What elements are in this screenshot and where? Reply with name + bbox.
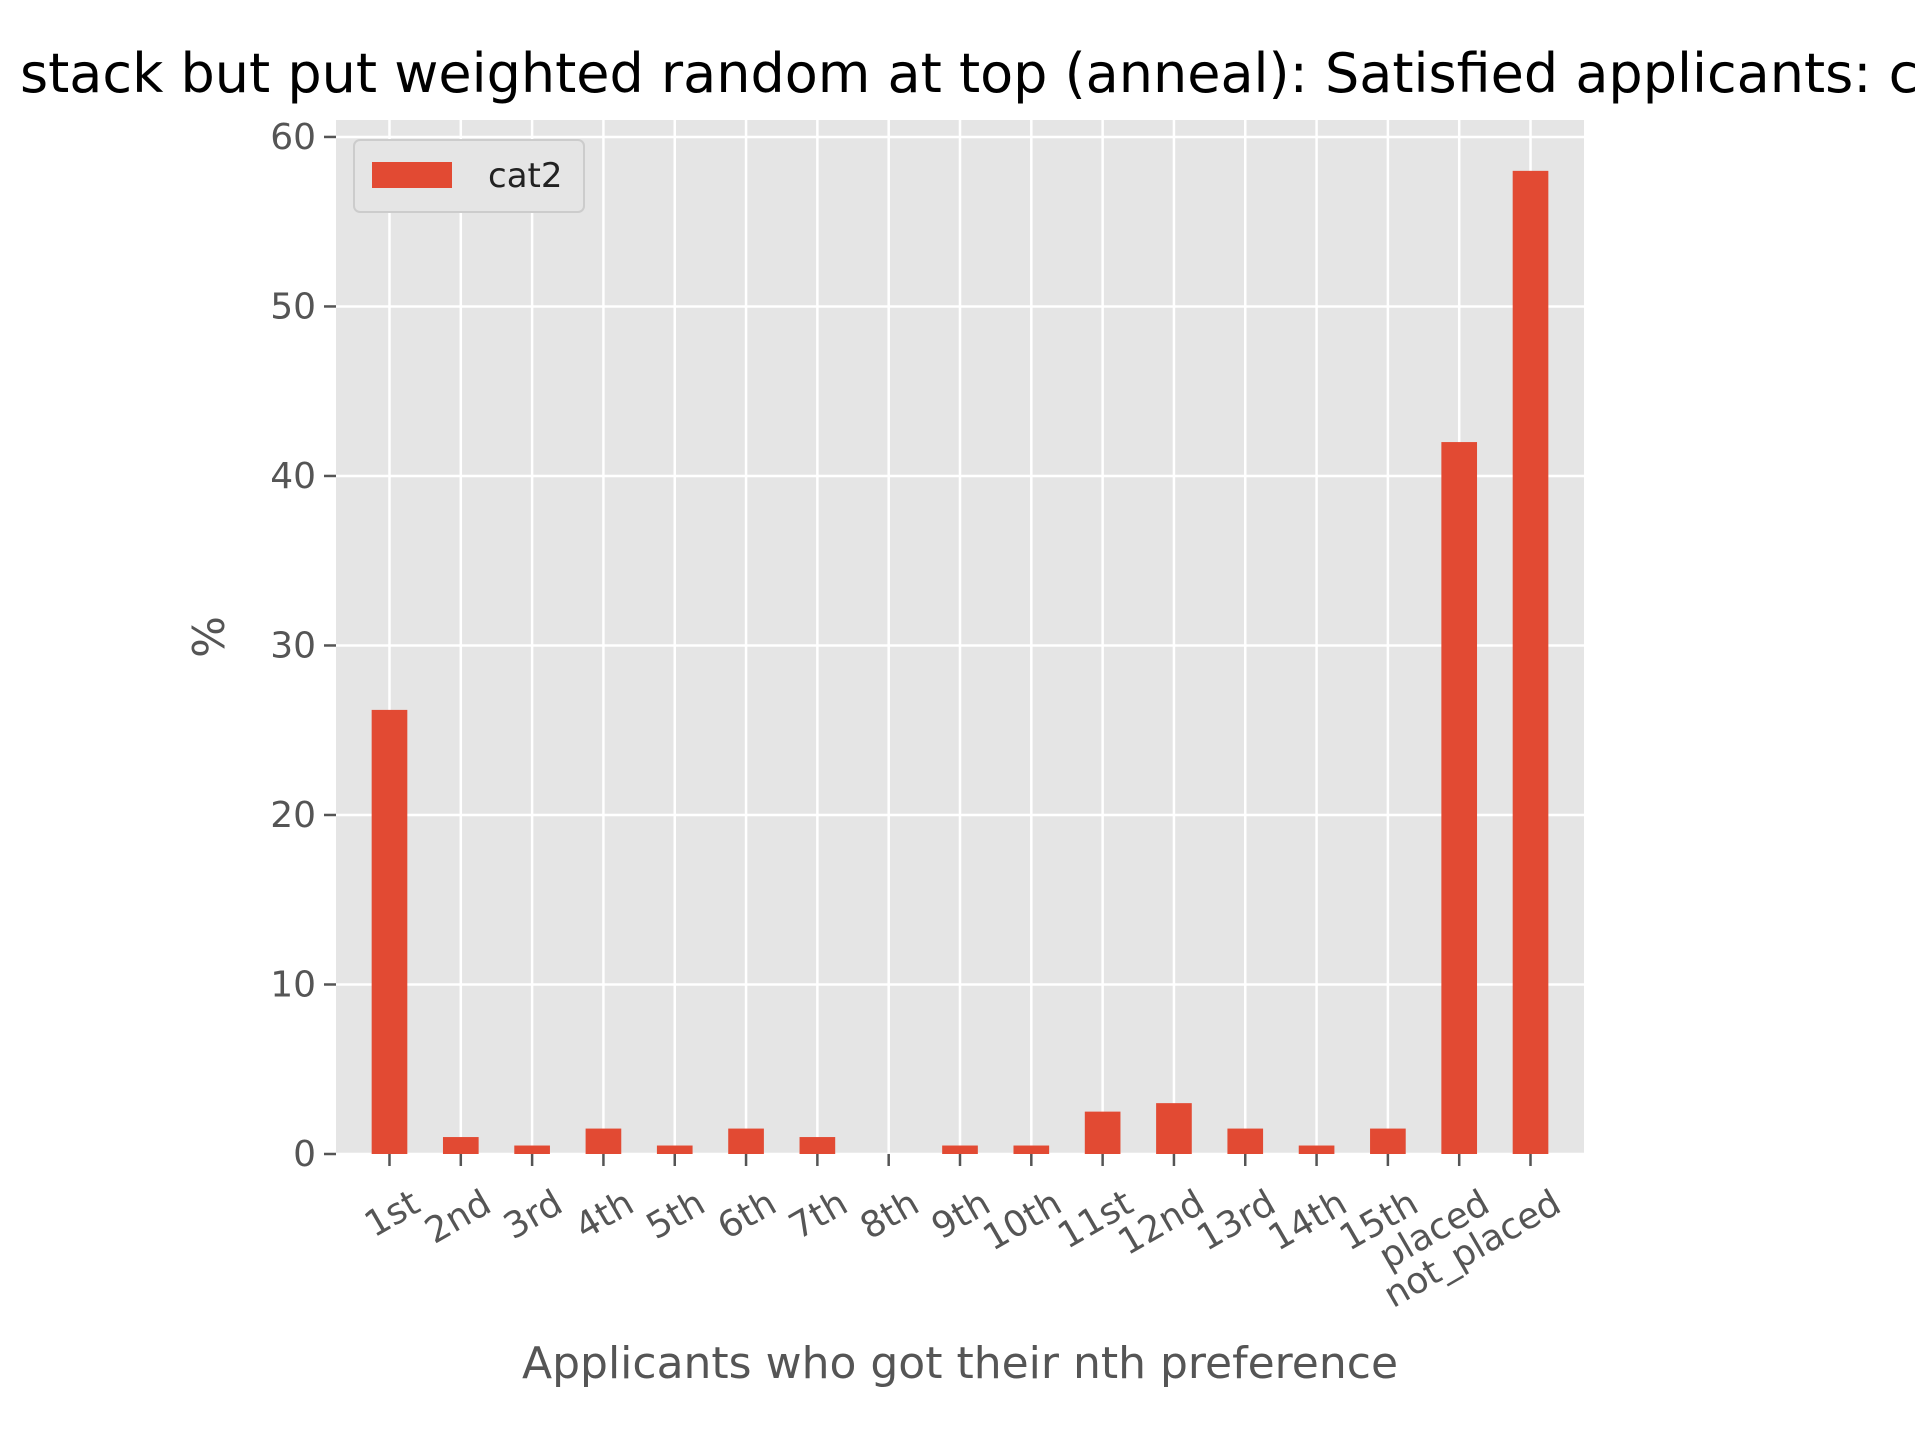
legend-swatch bbox=[372, 162, 452, 188]
y-tick-label: 60 bbox=[270, 117, 316, 158]
bar bbox=[585, 1128, 622, 1154]
x-tick-label: 6th bbox=[711, 1182, 783, 1247]
chart-title: stack but put weighted random at top (an… bbox=[20, 42, 1920, 105]
x-tick-label: 4th bbox=[568, 1182, 640, 1247]
x-tick-label: 7th bbox=[782, 1182, 854, 1247]
x-tick-label: 1st bbox=[358, 1182, 427, 1245]
legend-label: cat2 bbox=[488, 156, 563, 196]
bar bbox=[1298, 1145, 1335, 1154]
x-tick-label: 3rd bbox=[497, 1182, 569, 1247]
y-axis: 0 10 20 30 40 50 60 bbox=[270, 117, 336, 1175]
bar bbox=[514, 1145, 550, 1154]
bar bbox=[1512, 170, 1549, 1154]
bar bbox=[656, 1145, 693, 1154]
x-tick-label: 2nd bbox=[418, 1182, 498, 1252]
bar bbox=[728, 1128, 764, 1154]
bar bbox=[799, 1137, 836, 1154]
bar bbox=[1227, 1128, 1264, 1154]
bar bbox=[1441, 442, 1478, 1155]
legend: cat2 bbox=[353, 139, 585, 213]
bar bbox=[442, 1137, 479, 1154]
bar bbox=[1370, 1128, 1406, 1154]
y-tick-label: 40 bbox=[270, 456, 316, 497]
bar bbox=[371, 709, 408, 1154]
y-tick-label: 50 bbox=[270, 286, 316, 327]
x-tick-label: 8th bbox=[854, 1182, 926, 1247]
y-tick-label: 0 bbox=[293, 1134, 316, 1175]
x-axis-label: Applicants who got their nth preference bbox=[522, 1338, 1398, 1389]
x-axis: 1st2nd3rd4th5th6th7th8th9th10th11st12nd1… bbox=[358, 1154, 1568, 1316]
bar bbox=[1084, 1111, 1121, 1154]
bars bbox=[371, 170, 1549, 1155]
x-tick-label: 5th bbox=[640, 1182, 712, 1247]
y-tick-label: 20 bbox=[270, 795, 316, 836]
y-tick-label: 30 bbox=[270, 625, 316, 666]
bar bbox=[1156, 1103, 1192, 1154]
grid-lines bbox=[336, 120, 1584, 1156]
legend-box bbox=[353, 139, 585, 213]
y-axis-label: % bbox=[184, 616, 235, 658]
bar bbox=[1013, 1145, 1050, 1154]
y-tick-label: 10 bbox=[270, 964, 316, 1005]
bar bbox=[942, 1145, 978, 1154]
